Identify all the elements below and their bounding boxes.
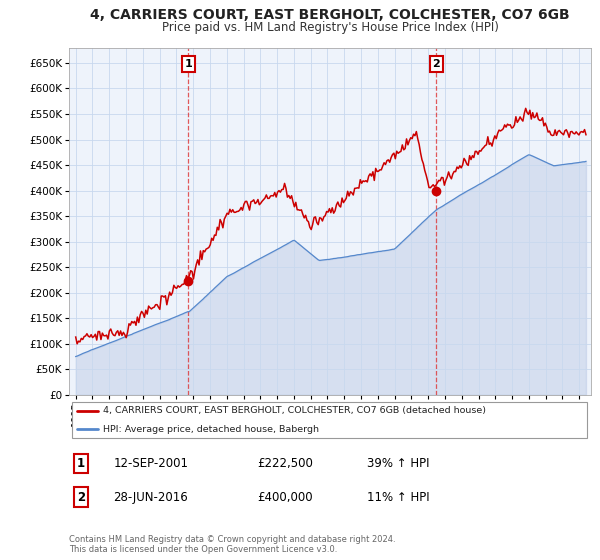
Text: HPI: Average price, detached house, Babergh: HPI: Average price, detached house, Babe… [103,425,319,434]
FancyBboxPatch shape [71,402,587,438]
Text: 1: 1 [77,457,85,470]
Text: 4, CARRIERS COURT, EAST BERGHOLT, COLCHESTER, CO7 6GB: 4, CARRIERS COURT, EAST BERGHOLT, COLCHE… [90,8,570,22]
Text: 2: 2 [433,59,440,69]
Text: 2: 2 [77,491,85,504]
Text: £222,500: £222,500 [257,457,313,470]
Text: £400,000: £400,000 [257,491,313,504]
Text: 1: 1 [184,59,192,69]
Text: 28-JUN-2016: 28-JUN-2016 [113,491,188,504]
Text: 12-SEP-2001: 12-SEP-2001 [113,457,188,470]
Text: 4, CARRIERS COURT, EAST BERGHOLT, COLCHESTER, CO7 6GB (detached house): 4, CARRIERS COURT, EAST BERGHOLT, COLCHE… [103,406,486,415]
Text: Price paid vs. HM Land Registry's House Price Index (HPI): Price paid vs. HM Land Registry's House … [161,21,499,34]
Text: Contains HM Land Registry data © Crown copyright and database right 2024.
This d: Contains HM Land Registry data © Crown c… [69,535,395,554]
Text: 39% ↑ HPI: 39% ↑ HPI [367,457,429,470]
Text: 11% ↑ HPI: 11% ↑ HPI [367,491,429,504]
